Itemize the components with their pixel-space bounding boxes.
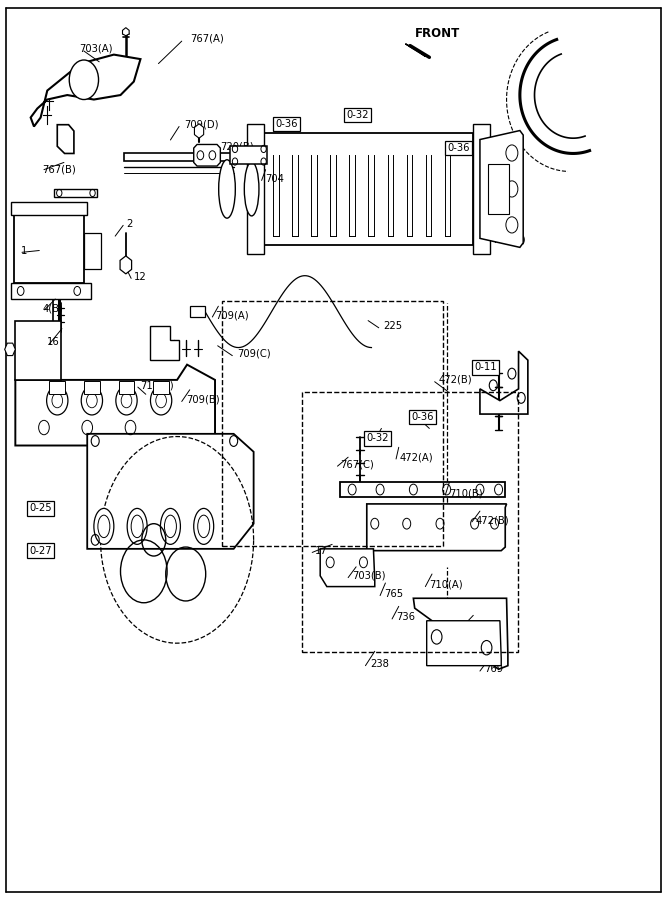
Polygon shape	[193, 145, 220, 166]
Text: 704: 704	[265, 174, 285, 184]
Polygon shape	[151, 326, 179, 360]
Text: 0-32: 0-32	[366, 433, 389, 444]
Bar	[119, 381, 135, 394]
Text: 767(C): 767(C)	[340, 459, 374, 470]
Text: 472(B): 472(B)	[466, 621, 499, 631]
Text: 4(A): 4(A)	[49, 204, 70, 214]
Text: 0-32: 0-32	[346, 110, 369, 120]
Text: 709(A): 709(A)	[215, 310, 249, 320]
Text: 238: 238	[370, 659, 389, 669]
Ellipse shape	[94, 508, 114, 544]
Bar	[15, 321, 61, 380]
Bar	[84, 233, 101, 269]
Text: 720(A): 720(A)	[492, 235, 526, 245]
Polygon shape	[31, 55, 141, 127]
Bar	[14, 215, 84, 283]
Text: 16: 16	[47, 338, 60, 347]
Bar	[488, 164, 509, 214]
Ellipse shape	[193, 508, 213, 544]
Ellipse shape	[127, 508, 147, 544]
Polygon shape	[427, 621, 501, 666]
Text: 710(C): 710(C)	[141, 381, 174, 391]
Polygon shape	[54, 189, 97, 196]
Polygon shape	[480, 351, 528, 414]
Ellipse shape	[165, 515, 176, 537]
Text: 17: 17	[315, 545, 327, 555]
Bar	[301, 392, 518, 652]
Text: 709(D): 709(D)	[183, 120, 218, 130]
Polygon shape	[414, 598, 508, 670]
Text: 765: 765	[384, 589, 404, 598]
Text: 2: 2	[126, 219, 132, 229]
Ellipse shape	[244, 162, 259, 216]
Ellipse shape	[131, 515, 143, 537]
Text: 472(A): 472(A)	[400, 452, 434, 463]
Text: 472(B): 472(B)	[439, 375, 472, 385]
Text: 0-25: 0-25	[29, 503, 52, 513]
Polygon shape	[230, 147, 267, 164]
Text: 12: 12	[134, 272, 147, 282]
Bar	[263, 133, 474, 245]
Text: 0-36: 0-36	[448, 143, 470, 153]
Text: 4(B): 4(B)	[43, 303, 63, 313]
Bar	[221, 301, 443, 546]
Text: 0-36: 0-36	[412, 412, 434, 422]
Polygon shape	[123, 28, 129, 36]
Text: 0-11: 0-11	[474, 363, 496, 373]
Polygon shape	[480, 130, 523, 248]
Polygon shape	[57, 125, 74, 154]
Ellipse shape	[98, 515, 110, 537]
Polygon shape	[367, 504, 506, 551]
Text: 710(A): 710(A)	[430, 580, 463, 590]
Ellipse shape	[161, 508, 180, 544]
Text: 703(A): 703(A)	[79, 43, 113, 53]
Text: FRONT: FRONT	[415, 27, 460, 40]
Text: 769: 769	[484, 664, 503, 674]
Text: 710(B): 710(B)	[450, 488, 483, 498]
Polygon shape	[124, 154, 263, 160]
Text: 472(B): 472(B)	[476, 515, 510, 525]
Text: 703(B): 703(B)	[352, 571, 386, 580]
Ellipse shape	[219, 159, 235, 218]
Text: 736: 736	[396, 612, 415, 622]
Polygon shape	[15, 364, 215, 446]
Polygon shape	[11, 283, 91, 299]
Polygon shape	[247, 124, 263, 254]
Circle shape	[69, 60, 99, 100]
Text: 225: 225	[383, 321, 402, 331]
Polygon shape	[320, 549, 375, 587]
Bar	[190, 306, 205, 317]
Text: 767(A): 767(A)	[190, 33, 224, 43]
Polygon shape	[474, 124, 490, 254]
Ellipse shape	[197, 515, 209, 537]
Polygon shape	[340, 482, 505, 497]
Text: 1: 1	[21, 246, 27, 256]
Bar	[153, 381, 169, 394]
Bar	[84, 381, 100, 394]
Text: 767(B): 767(B)	[42, 165, 76, 175]
Polygon shape	[11, 202, 87, 215]
Text: 709(C): 709(C)	[237, 349, 271, 359]
Bar	[49, 381, 65, 394]
Polygon shape	[406, 44, 426, 57]
Text: 0-36: 0-36	[275, 119, 298, 129]
Text: 720(B): 720(B)	[220, 141, 254, 151]
Text: 0-27: 0-27	[29, 545, 52, 555]
Polygon shape	[87, 434, 253, 549]
Text: 709(B): 709(B)	[185, 395, 219, 405]
